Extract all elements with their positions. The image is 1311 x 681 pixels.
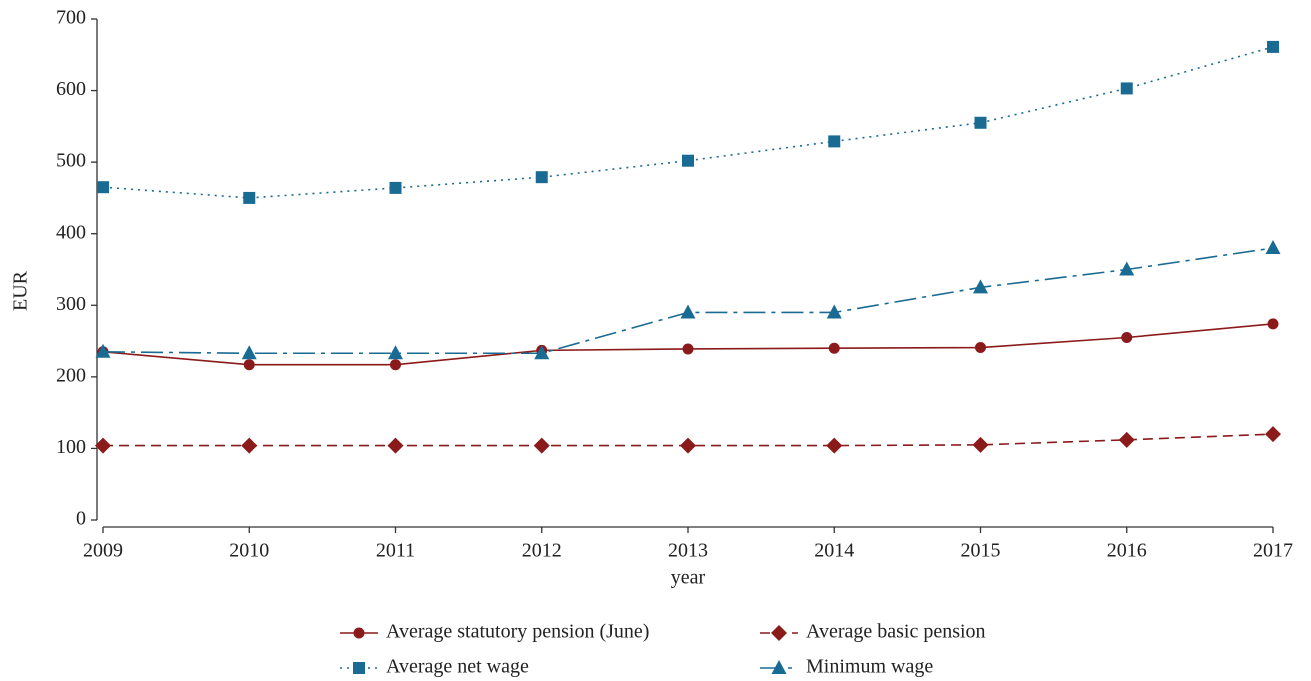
data-point: [680, 437, 696, 454]
data-point: [241, 345, 257, 360]
data-point: [973, 279, 988, 294]
y-tick-label: 700: [56, 7, 86, 29]
data-point: [1119, 261, 1135, 276]
x-tick-label: 2015: [961, 540, 1001, 562]
data-point: [974, 116, 987, 129]
data-point: [241, 437, 258, 454]
data-point: [826, 304, 842, 319]
legend-label: Average statutory pension (June): [386, 621, 649, 643]
legend-label: Minimum wage: [806, 656, 933, 678]
y-axis-title: EUR: [10, 270, 32, 311]
y-tick-label: 500: [56, 150, 86, 172]
data-point: [243, 359, 255, 371]
data-point: [682, 154, 694, 167]
data-point: [680, 304, 696, 319]
data-point: [1265, 240, 1281, 255]
data-point: [975, 342, 986, 354]
data-point: [1267, 318, 1279, 330]
legend-marker: [771, 625, 787, 641]
y-tick-label: 300: [56, 293, 86, 315]
x-tick-label: 2016: [1107, 540, 1147, 562]
data-point: [1267, 40, 1279, 53]
y-tick-label: 100: [56, 436, 86, 458]
series-line: [102, 247, 1274, 355]
data-point: [534, 345, 550, 360]
series-line: [102, 46, 1274, 199]
data-point: [390, 359, 401, 371]
data-point: [682, 343, 694, 355]
legend-marker: [353, 662, 365, 674]
data-point: [828, 135, 841, 148]
data-point: [1118, 431, 1135, 448]
x-tick-label: 2011: [376, 540, 415, 562]
legend-label: Average basic pension: [806, 621, 986, 643]
x-tick-label: 2009: [83, 540, 123, 562]
data-point: [387, 437, 404, 454]
x-tick-label: 2010: [229, 540, 269, 562]
legend-marker: [771, 660, 787, 674]
y-tick-label: 600: [56, 78, 86, 100]
x-tick-label: 2012: [522, 540, 562, 562]
y-tick-label: 400: [56, 221, 86, 243]
data-point: [533, 437, 550, 454]
data-point: [95, 343, 111, 358]
data-point: [389, 181, 402, 194]
data-point: [826, 437, 843, 454]
x-tick-label: 2013: [668, 540, 708, 562]
legend-marker: [353, 627, 365, 639]
x-axis-title: year: [671, 567, 706, 589]
y-tick-label: 200: [56, 364, 86, 386]
x-tick-label: 2014: [814, 540, 854, 562]
data-point: [972, 436, 989, 453]
data-point: [243, 191, 256, 204]
data-point: [95, 437, 111, 454]
data-point: [828, 342, 840, 354]
x-tick-label: 2017: [1253, 540, 1293, 562]
data-point: [535, 171, 548, 184]
y-tick-label: 0: [76, 508, 86, 530]
data-point: [1265, 426, 1281, 443]
data-point: [388, 345, 403, 360]
data-point: [1121, 331, 1133, 343]
legend-label: Average net wage: [386, 656, 529, 678]
data-point: [97, 181, 109, 194]
data-point: [1120, 82, 1133, 95]
